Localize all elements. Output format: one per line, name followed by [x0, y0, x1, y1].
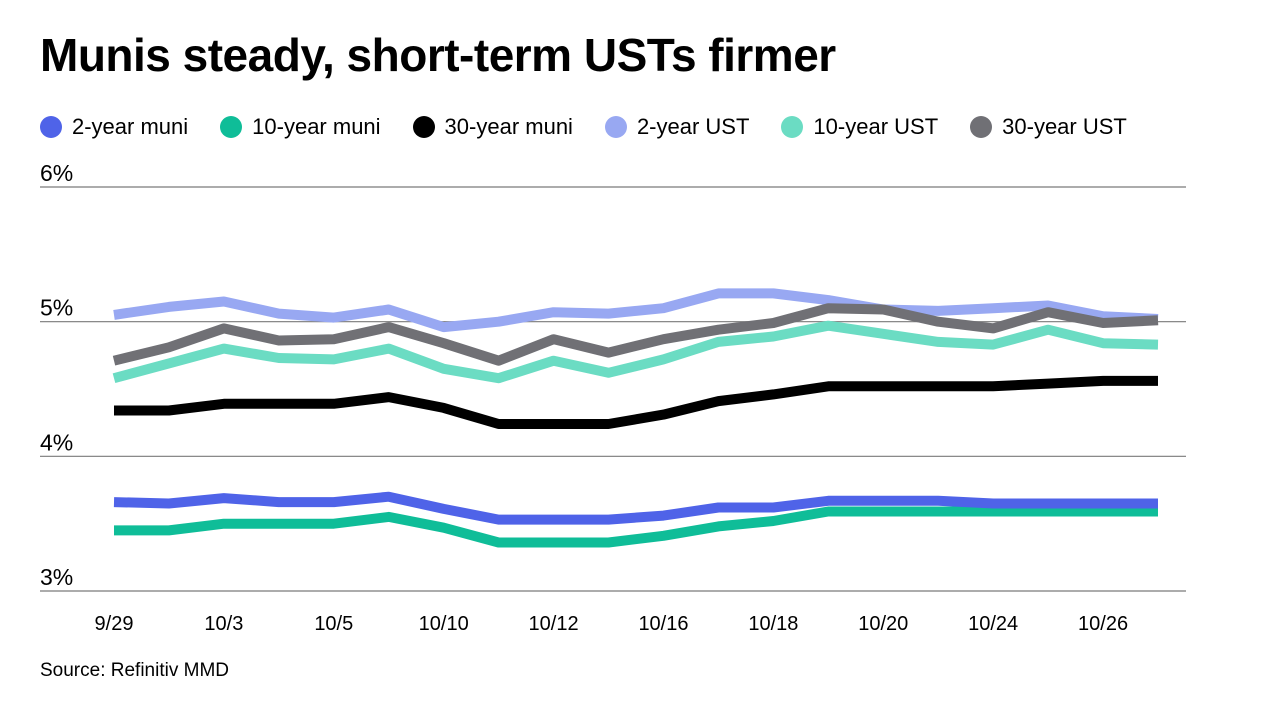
series-line-30-year-ust — [112, 303, 1159, 366]
legend-label: 2-year UST — [636, 114, 750, 139]
legend-item: 10-year muni — [220, 114, 381, 140]
series-line-2-year-muni — [113, 491, 1158, 525]
legend-label: 10-year UST — [813, 114, 939, 139]
x-tick-label: 10/18 — [748, 613, 798, 635]
legend-swatch — [604, 116, 627, 138]
legend-item: 2-year muni — [40, 114, 188, 140]
legend-item: 30-year UST — [970, 114, 1127, 140]
series-line-30-year-muni — [114, 375, 1158, 429]
chart-title: Munis steady, short-term USTs firmer — [40, 29, 836, 81]
legend-swatch — [970, 116, 993, 138]
x-tick-label: 10/12 — [529, 613, 579, 635]
legend-item: 10-year UST — [781, 114, 938, 140]
legend-item: 2-year UST — [604, 114, 750, 140]
legend-label: 30-year muni — [444, 114, 573, 139]
legend-label: 30-year UST — [1002, 114, 1127, 139]
legend-swatch — [781, 116, 804, 138]
x-tick-label: 10/16 — [638, 613, 688, 635]
y-tick-label: 6% — [40, 160, 73, 186]
y-tick-label: 3% — [40, 564, 73, 590]
series-line-10-year-muni — [114, 506, 1158, 548]
x-tick-label: 10/26 — [1078, 613, 1128, 635]
x-tick-label: 10/24 — [968, 613, 1018, 635]
x-tick-label: 10/3 — [204, 613, 243, 635]
y-tick-label: 4% — [40, 429, 73, 455]
x-tick-label: 10/5 — [314, 613, 353, 635]
legend-swatch — [220, 116, 243, 138]
x-tick-label: 9/29 — [95, 613, 134, 635]
x-tick-label: 10/20 — [858, 613, 908, 635]
series-line-2-year-ust — [113, 288, 1159, 333]
legend-swatch — [412, 116, 435, 138]
legend-label: 10-year muni — [252, 114, 381, 139]
legend-item: 30-year muni — [412, 114, 573, 140]
legend-label: 2-year muni — [72, 114, 189, 139]
legend-swatch — [40, 116, 62, 138]
series-line-10-year-ust — [112, 320, 1159, 384]
y-tick-label: 5% — [40, 295, 73, 321]
source-note: Source: Refinitiv MMD — [40, 660, 229, 681]
chart-legend: 2-year muni 10-year muni 30-year muni 2-yea… — [40, 114, 1159, 140]
x-tick-label: 10/10 — [419, 613, 469, 635]
